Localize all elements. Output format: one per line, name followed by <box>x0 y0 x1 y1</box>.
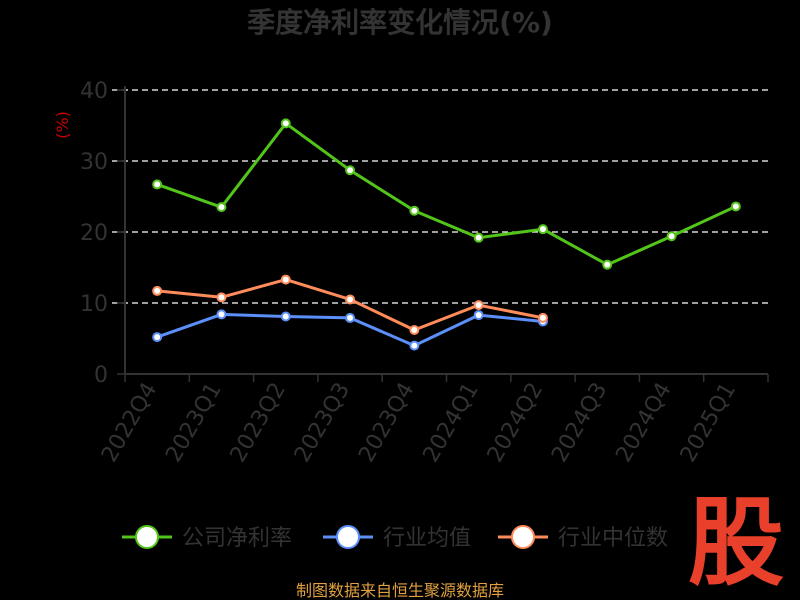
data-point <box>730 201 741 212</box>
x-tick-label: 2024Q3 <box>547 379 612 467</box>
legend-marker <box>511 525 535 549</box>
legend[interactable]: 公司净利率 行业均值 行业中位数 <box>122 525 668 551</box>
legend-marker <box>135 525 159 549</box>
data-point <box>280 311 291 322</box>
legend-label: 公司净利率 <box>182 526 292 551</box>
data-point <box>152 285 163 296</box>
series-line-0 <box>156 121 737 267</box>
data-point <box>216 292 227 303</box>
data-point <box>280 118 291 129</box>
y-axis-label: (%) <box>53 111 72 139</box>
data-point <box>473 232 484 243</box>
y-tick-label: 10 <box>80 292 108 317</box>
x-tick-label: 2023Q3 <box>290 379 355 467</box>
legend-item-1[interactable]: 行业均值 <box>323 525 471 551</box>
data-point <box>473 300 484 311</box>
legend-item-0[interactable]: 公司净利率 <box>122 525 292 551</box>
y-tick-label: 40 <box>80 79 108 104</box>
x-tick-label: 2023Q1 <box>161 379 226 467</box>
data-point <box>152 179 163 190</box>
gridlines <box>112 89 768 304</box>
legend-label: 行业中位数 <box>558 526 668 551</box>
data-point <box>473 310 484 321</box>
data-point <box>666 231 677 242</box>
data-source-note: 制图数据来自恒生聚源数据库 <box>296 581 504 600</box>
x-tick-label: 2024Q2 <box>483 379 548 467</box>
legend-label: 行业均值 <box>383 526 471 551</box>
legend-item-2[interactable]: 行业中位数 <box>498 525 668 551</box>
data-point <box>409 324 420 335</box>
y-tick-label: 0 <box>94 363 108 388</box>
chart-title: 季度净利率变化情况(%) <box>247 6 553 39</box>
data-point <box>537 312 548 323</box>
x-tick-label: 2023Q2 <box>226 379 291 467</box>
x-tick-label: 2022Q4 <box>97 379 162 467</box>
axes <box>117 86 769 382</box>
y-tick-labels: 0 10 20 30 40 <box>80 79 108 388</box>
data-point <box>216 202 227 213</box>
data-point <box>216 309 227 320</box>
x-tick-label: 2024Q1 <box>419 379 484 467</box>
data-point <box>409 340 420 351</box>
series-lines <box>152 118 741 351</box>
data-point <box>602 259 613 270</box>
data-point <box>152 332 163 343</box>
data-point <box>537 224 548 235</box>
x-tick-label: 2025Q1 <box>676 379 741 467</box>
data-point <box>345 312 356 323</box>
data-point <box>280 274 291 285</box>
x-tick-label: 2024Q4 <box>611 379 676 467</box>
watermark-logo: 股 <box>688 487 784 599</box>
y-tick-label: 30 <box>80 150 108 175</box>
x-tick-labels: 2022Q42023Q12023Q22023Q32023Q42024Q12024… <box>97 379 741 467</box>
y-tick-label: 20 <box>80 221 108 246</box>
data-point <box>409 205 420 216</box>
x-tick-label: 2023Q4 <box>354 379 419 467</box>
legend-marker <box>336 525 360 549</box>
data-point <box>345 294 356 305</box>
data-point <box>345 165 356 176</box>
